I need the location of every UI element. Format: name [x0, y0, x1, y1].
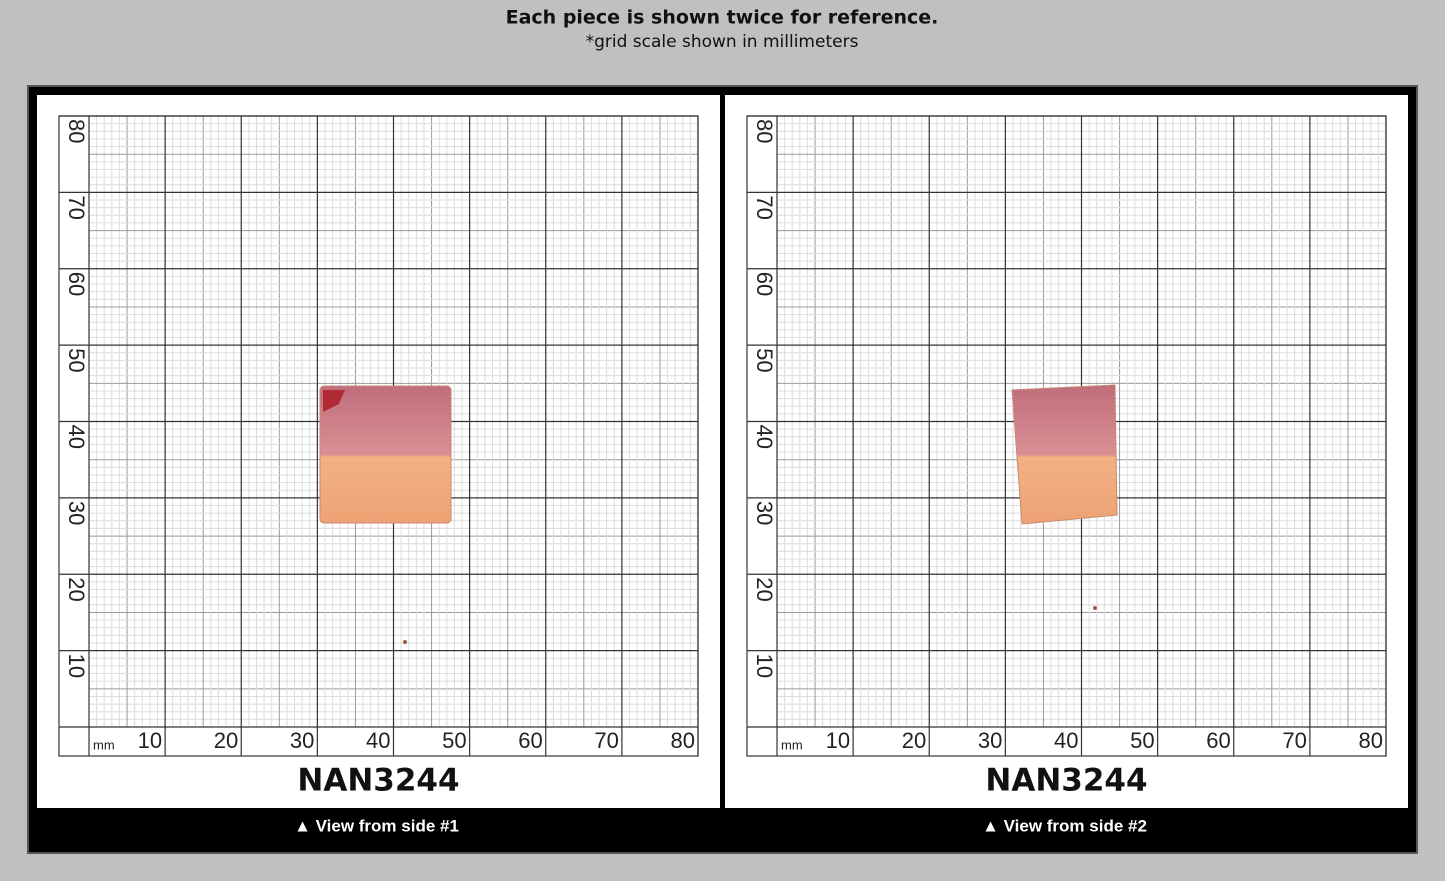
title: Each piece is shown twice for reference.: [506, 7, 939, 29]
view-caption: ▲ View from side #2: [982, 816, 1147, 835]
x-scale-label: 50: [1130, 728, 1154, 753]
y-scale-label: 50: [64, 348, 89, 372]
y-scale-label: 50: [752, 348, 777, 372]
y-scale-label: 40: [752, 425, 777, 449]
y-scale-label: 60: [752, 272, 777, 296]
x-scale-label: 30: [290, 728, 314, 753]
panels: mm 10 20 30 40 50 60 70 80 10 20 30 40 50 60 70 80 NAN324…: [37, 95, 1408, 835]
y-scale-label: 70: [64, 195, 89, 219]
speck: [1093, 606, 1097, 610]
x-scale-label: 10: [826, 728, 850, 753]
subtitle: *grid scale shown in millimeters: [586, 32, 859, 52]
piece-label: NAN3244: [985, 763, 1147, 799]
x-scale-label: 40: [1054, 728, 1078, 753]
y-scale-label: 30: [752, 501, 777, 525]
speck: [403, 640, 407, 644]
view-caption: ▲ View from side #1: [294, 816, 459, 835]
x-scale-label: 30: [978, 728, 1002, 753]
piece-label: NAN3244: [297, 763, 459, 799]
specimen: [319, 385, 452, 524]
unit-label: mm: [781, 737, 803, 752]
y-scale-label: 30: [64, 501, 89, 525]
x-scale-label: 40: [366, 728, 390, 753]
panel: mm 10 20 30 40 50 60 70 80 10 20 30 40 50 60 70 80 NAN324…: [725, 95, 1408, 835]
x-scale-label: 70: [594, 728, 618, 753]
y-scale-label: 20: [752, 577, 777, 601]
x-scale-label: 50: [442, 728, 466, 753]
y-scale-label: 20: [64, 577, 89, 601]
x-scale-label: 60: [518, 728, 542, 753]
x-scale-label: 80: [1359, 728, 1383, 753]
y-scale-label: 10: [752, 654, 777, 678]
x-scale-label: 80: [671, 728, 695, 753]
x-scale-label: 20: [214, 728, 238, 753]
specimen-chip: [323, 390, 345, 412]
x-scale-label: 60: [1206, 728, 1230, 753]
x-scale-label: 10: [138, 728, 162, 753]
specimen: [1011, 384, 1118, 525]
grid-border: [746, 115, 1387, 757]
panel: mm 10 20 30 40 50 60 70 80 10 20 30 40 50 60 70 80 NAN324…: [37, 95, 720, 835]
y-scale-label: 70: [752, 195, 777, 219]
x-scale-label: 20: [902, 728, 926, 753]
x-scale-label: 70: [1282, 728, 1306, 753]
y-scale-label: 60: [64, 272, 89, 296]
y-scale-label: 80: [64, 119, 89, 143]
grid-border: [58, 115, 699, 757]
y-scale-label: 80: [752, 119, 777, 143]
unit-label: mm: [93, 737, 115, 752]
y-scale-label: 40: [64, 425, 89, 449]
y-scale-label: 10: [64, 654, 89, 678]
